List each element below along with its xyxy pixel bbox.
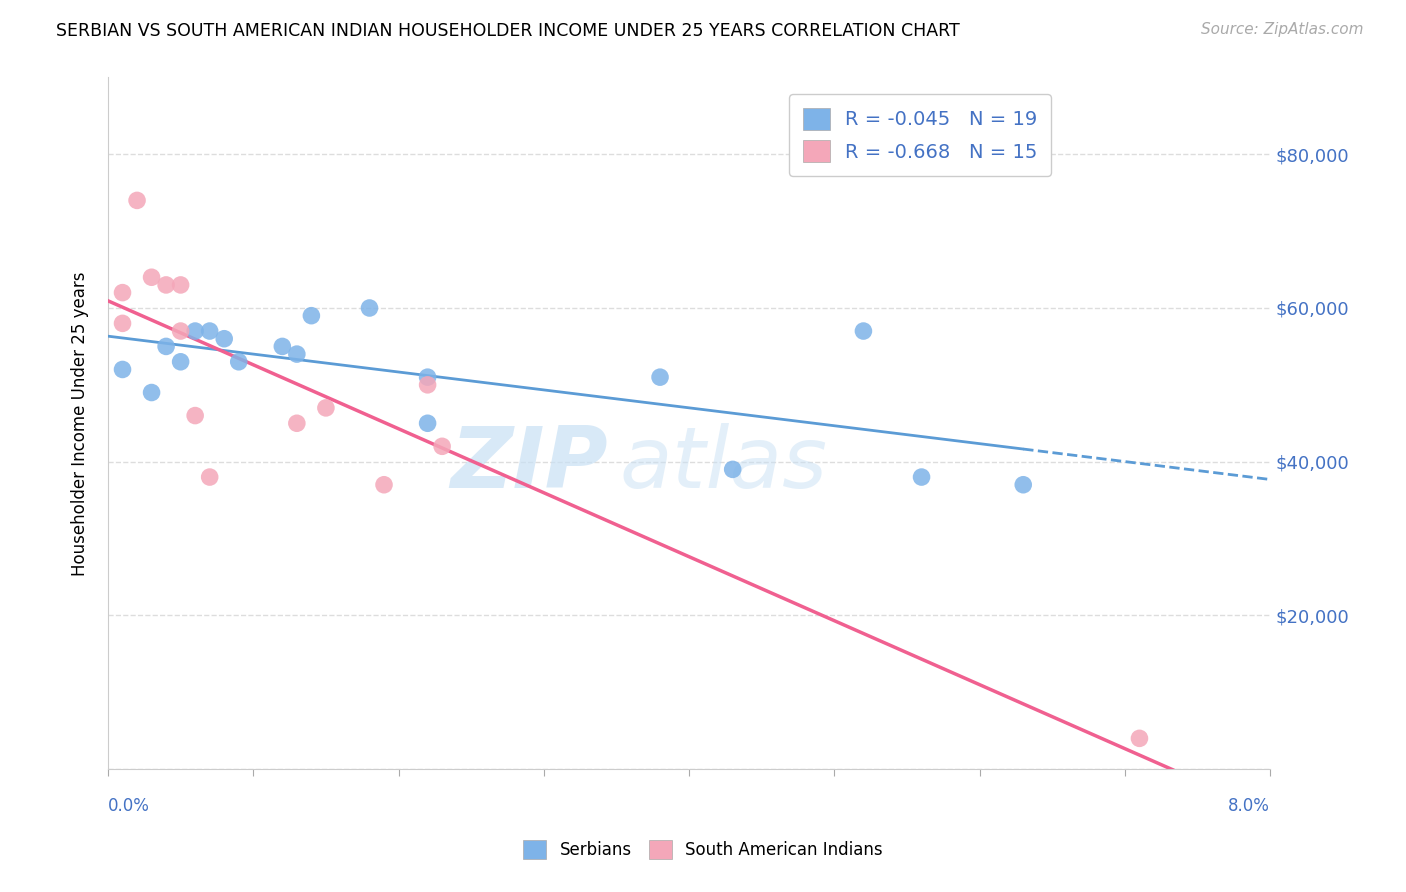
Point [271,339,294,353]
Point [198,324,221,338]
Point [852,324,875,338]
Point [111,317,134,331]
Point [359,301,381,315]
Point [125,194,148,208]
Y-axis label: Householder Income Under 25 years: Householder Income Under 25 years [72,271,89,575]
Text: 0.0%: 0.0% [108,797,150,814]
Point [155,277,177,292]
Text: atlas: atlas [620,424,827,507]
Point [299,309,322,323]
Point [169,355,191,369]
Point [285,417,308,431]
Text: ZIP: ZIP [450,424,607,507]
Legend: R = -0.045   N = 19, R = -0.668   N = 15: R = -0.045 N = 19, R = -0.668 N = 15 [789,94,1052,176]
Point [184,324,207,338]
Point [169,277,191,292]
Point [184,409,207,423]
Point [285,347,308,361]
Point [910,470,932,484]
Text: 8.0%: 8.0% [1229,797,1270,814]
Point [315,401,337,415]
Point [141,270,163,285]
Text: SERBIAN VS SOUTH AMERICAN INDIAN HOUSEHOLDER INCOME UNDER 25 YEARS CORRELATION C: SERBIAN VS SOUTH AMERICAN INDIAN HOUSEHO… [56,22,960,40]
Point [416,370,439,384]
Point [430,439,453,453]
Legend: Serbians, South American Indians: Serbians, South American Indians [516,833,890,866]
Point [648,370,671,384]
Point [169,324,191,338]
Point [416,377,439,392]
Text: Source: ZipAtlas.com: Source: ZipAtlas.com [1201,22,1364,37]
Point [721,462,744,476]
Point [228,355,250,369]
Point [212,332,235,346]
Point [416,417,439,431]
Point [111,362,134,376]
Point [111,285,134,300]
Point [1128,731,1150,746]
Point [155,339,177,353]
Point [1012,477,1035,491]
Point [373,477,395,491]
Point [198,470,221,484]
Point [141,385,163,400]
